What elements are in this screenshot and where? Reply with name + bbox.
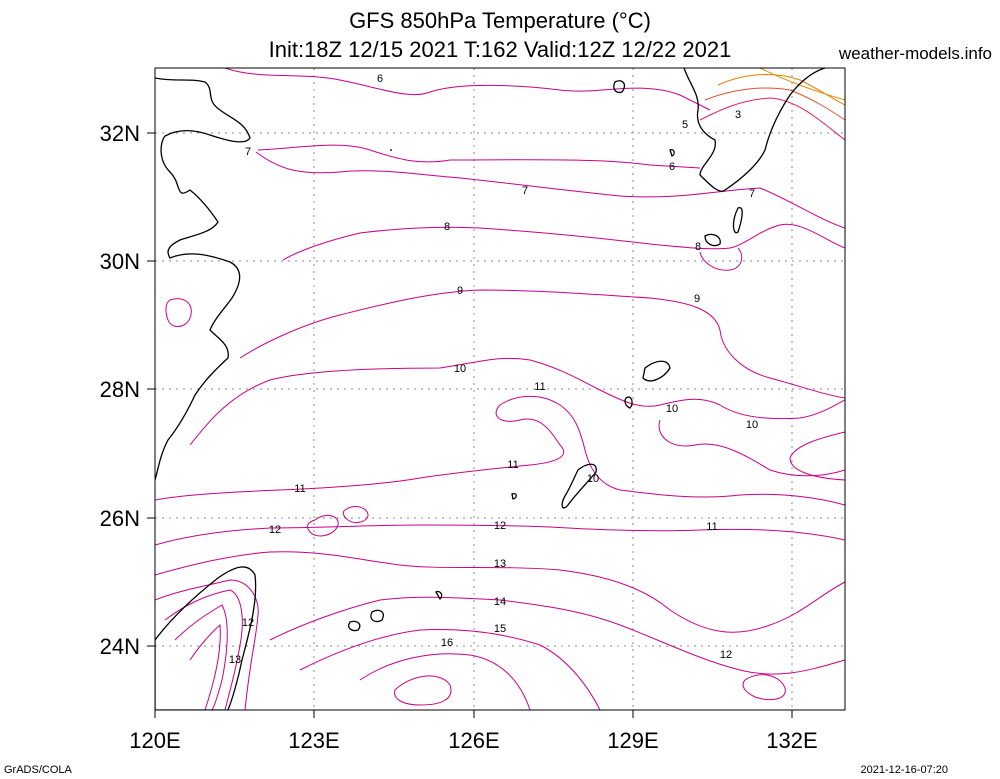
taiwan-coast [155, 566, 257, 710]
contour-4 [704, 87, 845, 121]
island-amami [642, 360, 671, 382]
contour-label: 7 [522, 185, 528, 197]
island-okinawa [561, 463, 597, 509]
contour-label: 13 [229, 654, 241, 666]
island-tokunoshima [624, 396, 633, 409]
contour-label: 11 [706, 521, 717, 533]
contour-label: 12 [242, 617, 254, 629]
contour-11-west [165, 298, 192, 327]
lon-tick-label: 126E [448, 728, 499, 753]
contour-10 [189, 357, 845, 446]
contour-8-loop [699, 247, 743, 271]
grid-lines [155, 68, 845, 710]
contour-2 [759, 68, 845, 101]
island-kumejima [511, 492, 517, 500]
axis-ticks [147, 132, 793, 718]
contour-label: 5 [682, 119, 688, 131]
contour-label: 6 [377, 73, 383, 85]
contour-label: 12 [269, 524, 281, 536]
contour-label: 6 [669, 161, 675, 173]
contour-5 [699, 97, 845, 141]
contour-label: 13 [494, 558, 506, 570]
contour-14 [155, 579, 845, 710]
contour-6 [224, 68, 711, 111]
contour-16 [174, 604, 531, 710]
lon-tick-label: 132E [766, 728, 817, 753]
lat-tick-label: 26N [100, 506, 140, 531]
island-yakushima [704, 233, 721, 247]
contour-label: 15 [494, 623, 506, 635]
contour-label: 12 [720, 649, 732, 661]
contour-10-east [789, 431, 845, 481]
contour-6-north [257, 144, 701, 169]
cool-contours [699, 68, 845, 141]
contour-label: 14 [494, 596, 506, 608]
contour-label: 9 [457, 285, 463, 297]
island-senkaku [435, 590, 443, 601]
contour-8 [282, 223, 845, 261]
contour-label: 8 [695, 241, 701, 253]
coastlines [155, 68, 826, 710]
contour-label: 11 [534, 381, 545, 393]
contour-label: 7 [245, 146, 251, 158]
contour-11-loop [307, 514, 339, 537]
contour-11-loop2 [342, 506, 369, 523]
island-koshiki [669, 148, 675, 157]
island-ishigaki [348, 620, 361, 632]
contour-3 [717, 74, 845, 106]
map-subtitle: Init:18Z 12/15 2021 T:162 Valid:12Z 12/2… [268, 37, 732, 62]
lon-tick-label: 123E [288, 728, 339, 753]
contour-label: 16 [441, 637, 453, 649]
contour-13 [155, 551, 845, 633]
contour-label: 12 [494, 520, 506, 532]
lat-tick-label: 24N [100, 634, 140, 659]
contour-label: 8 [444, 221, 450, 233]
contour-7 [255, 151, 845, 229]
contour-label: 10 [587, 473, 599, 485]
contour-labels: 3 5 6 6 7 7 7 8 8 9 9 10 10 10 10 11 11 11 11 12 12 12 12 13 13 1… [229, 73, 758, 666]
map-title: GFS 850hPa Temperature (°C) [349, 8, 651, 33]
contour-11 [155, 395, 845, 506]
contour-9 [239, 289, 845, 399]
kyushu-coast [683, 68, 826, 192]
grads-credit: GrADS/COLA [4, 764, 72, 776]
island-miyako [370, 609, 384, 623]
lat-tick-label: 30N [100, 249, 140, 274]
contour-label: 7 [749, 188, 755, 200]
contour-label: 9 [694, 293, 700, 305]
contour-label: 3 [735, 109, 741, 121]
contour-label: 10 [454, 363, 466, 375]
lat-tick-label: 28N [100, 377, 140, 402]
island-tanegashima [732, 207, 743, 234]
contour-17 [189, 623, 452, 710]
contour-12-loop [742, 674, 786, 701]
site-label: weather-models.info [838, 44, 992, 63]
render-timestamp: 2021-12-16-07:20 [860, 764, 948, 776]
temperature-contours [155, 68, 845, 710]
contour-label: 11 [507, 459, 518, 471]
lon-tick-label: 120E [129, 728, 180, 753]
contour-label: 11 [294, 483, 305, 495]
china-coast [155, 77, 251, 481]
contour-15 [164, 589, 601, 710]
contour-label: 10 [746, 419, 758, 431]
lat-tick-label: 32N [100, 121, 140, 146]
contour-12 [155, 524, 845, 546]
island-goto [613, 80, 626, 94]
lon-tick-label: 129E [607, 728, 658, 753]
contour-label: 10 [666, 403, 678, 415]
